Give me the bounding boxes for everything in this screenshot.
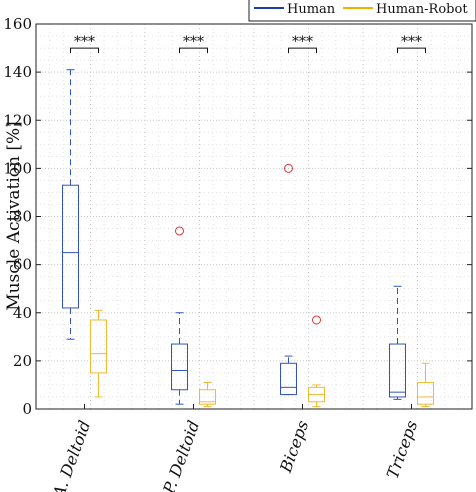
legend-label-human-robot: Human-Robot bbox=[376, 2, 468, 17]
legend-box bbox=[248, 0, 476, 22]
box bbox=[280, 362, 297, 396]
significance-label: *** bbox=[74, 34, 95, 50]
box bbox=[171, 343, 188, 391]
y-tick-label: 120 bbox=[3, 111, 32, 129]
y-tick-label: 20 bbox=[13, 352, 32, 370]
x-tick-label: A. Deltoid bbox=[48, 418, 94, 492]
x-tick-labels: A. Deltoid P. Deltoid Biceps Triceps bbox=[48, 418, 421, 492]
y-tick-label: 140 bbox=[3, 63, 32, 81]
x-tick-label: P. Deltoid bbox=[159, 418, 203, 492]
y-axis-label: Muscle Activation [%] bbox=[4, 121, 24, 311]
legend: Human Human-Robot bbox=[248, 0, 476, 22]
significance-bracket bbox=[70, 47, 99, 54]
significance-bracket bbox=[397, 47, 426, 54]
box bbox=[90, 319, 107, 374]
significance-bracket bbox=[179, 47, 208, 54]
outlier-point bbox=[175, 226, 184, 236]
significance-bracket bbox=[288, 47, 317, 54]
y-tick-label: 100 bbox=[3, 159, 32, 177]
x-tick-label: Triceps bbox=[383, 418, 421, 481]
y-axis-ticks: 0 20 40 60 80 100 120 140 160 bbox=[3, 15, 472, 418]
box bbox=[417, 382, 434, 405]
significance-label: *** bbox=[183, 34, 204, 50]
outlier-point bbox=[284, 163, 293, 173]
box bbox=[199, 389, 216, 405]
box bbox=[389, 343, 406, 398]
x-tick-label: Biceps bbox=[276, 418, 313, 476]
significance-label: *** bbox=[401, 34, 422, 50]
box bbox=[62, 184, 79, 309]
significance-label: *** bbox=[292, 34, 313, 50]
boxes bbox=[62, 69, 434, 408]
y-tick-label: 40 bbox=[13, 304, 32, 322]
y-tick-label: 60 bbox=[13, 256, 32, 274]
y-tick-label: 160 bbox=[3, 15, 32, 33]
y-tick-label: 0 bbox=[22, 400, 32, 418]
grid bbox=[36, 24, 472, 409]
legend-label-human: Human bbox=[287, 2, 336, 17]
significance-markers: *** *** *** *** bbox=[70, 34, 426, 54]
outlier-point bbox=[312, 315, 321, 325]
y-tick-label: 80 bbox=[13, 208, 32, 226]
